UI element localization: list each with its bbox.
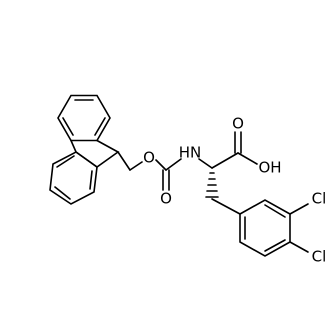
double-bond — [62, 117, 74, 136]
double-bond — [89, 170, 93, 190]
fluorene — [49, 94, 120, 205]
bond — [289, 241, 309, 253]
atom-label: Cl — [312, 190, 327, 208]
atom-label: O — [160, 190, 172, 208]
bond — [289, 203, 309, 215]
atom-label: Cl — [312, 248, 327, 266]
phenyl-ring — [239, 199, 291, 257]
double-bond — [94, 117, 106, 136]
bond — [155, 159, 167, 171]
bond — [129, 161, 143, 171]
bond — [237, 152, 258, 165]
double-bond — [264, 204, 286, 218]
upper-ring — [57, 94, 111, 142]
atom-label: O — [143, 149, 155, 167]
double-bond — [54, 186, 71, 200]
double-bond — [264, 239, 286, 252]
bond — [117, 151, 131, 171]
bond — [211, 198, 241, 215]
backbone — [117, 131, 258, 215]
lower-ring — [49, 151, 98, 205]
atom-label: O — [232, 115, 244, 133]
bond — [165, 158, 182, 171]
atom-label: OH — [258, 159, 281, 177]
bond — [211, 152, 239, 169]
double-bond — [56, 155, 75, 168]
bond — [198, 158, 213, 169]
atom-label: HN — [179, 144, 202, 162]
hashed-bond — [205, 172, 219, 198]
dichlorophenyl — [239, 199, 309, 257]
